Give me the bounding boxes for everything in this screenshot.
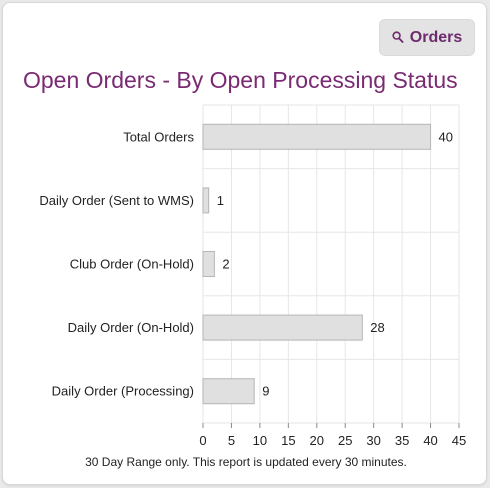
category-label: Daily Order (Sent to WMS)	[39, 193, 194, 208]
x-tick-label: 25	[338, 433, 352, 448]
data-label: 2	[222, 257, 229, 272]
x-tick-label: 10	[253, 433, 267, 448]
data-label: 1	[217, 193, 224, 208]
category-label: Daily Order (On-Hold)	[68, 320, 194, 335]
x-tick-label: 45	[452, 433, 466, 448]
x-tick-label: 40	[423, 433, 437, 448]
x-tick-label: 15	[281, 433, 295, 448]
bar	[203, 315, 362, 340]
data-label: 28	[370, 320, 384, 335]
x-tick-label: 5	[228, 433, 235, 448]
data-label: 9	[262, 384, 269, 399]
category-label: Daily Order (Processing)	[52, 384, 194, 399]
bar	[203, 252, 214, 277]
x-tick-label: 35	[395, 433, 409, 448]
bar	[203, 124, 431, 149]
data-label: 40	[439, 129, 453, 144]
bar	[203, 379, 254, 404]
bar	[203, 188, 209, 213]
x-tick-label: 0	[199, 433, 206, 448]
category-label: Club Order (On-Hold)	[70, 257, 194, 272]
x-tick-label: 30	[366, 433, 380, 448]
footer-note: 30 Day Range only. This report is update…	[0, 455, 490, 469]
category-label: Total Orders	[123, 129, 194, 144]
x-tick-label: 20	[310, 433, 324, 448]
